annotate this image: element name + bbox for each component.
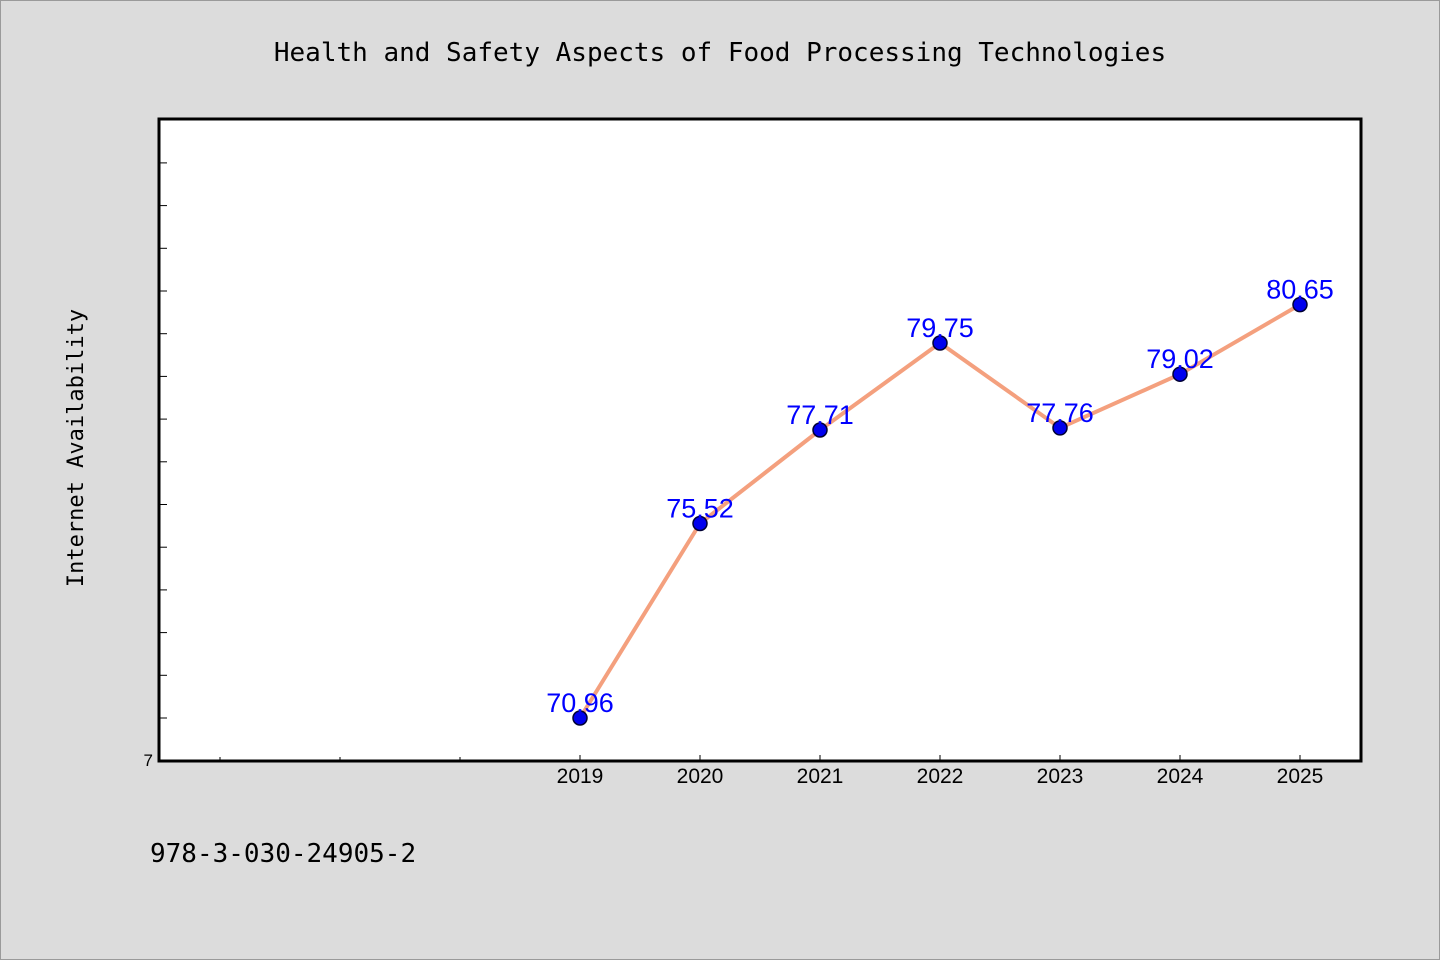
y-tick-label: 7: [144, 751, 153, 770]
data-label: 77.71: [786, 400, 854, 430]
x-tick-label: 2022: [917, 765, 964, 788]
x-tick-label: 2024: [1157, 765, 1204, 788]
x-tick-label: 2019: [557, 765, 604, 788]
data-point-marker: [932, 335, 948, 351]
x-tick-label: 2023: [1037, 765, 1084, 788]
series-markers: [572, 296, 1308, 726]
axis-ticks: [159, 162, 1301, 761]
footnote-isbn: 978-3-030-24905-2: [150, 839, 416, 869]
data-label: 70.96: [546, 688, 614, 718]
data-point-marker: [1292, 296, 1308, 313]
data-label: 77.76: [1026, 398, 1094, 428]
x-tick-label: 2021: [797, 765, 844, 788]
data-label: 79.75: [906, 313, 974, 343]
data-point-marker: [1172, 366, 1188, 382]
y-axis-label: Internet Availability: [64, 309, 89, 587]
data-point-marker: [1052, 420, 1068, 436]
data-point-marker: [692, 515, 708, 532]
data-label: 75.52: [666, 494, 734, 524]
x-tick-label: 2025: [1277, 765, 1324, 788]
data-label: 80.65: [1266, 275, 1334, 305]
data-label: 79.02: [1146, 344, 1214, 374]
chart-title: Health and Safety Aspects of Food Proces…: [274, 38, 1166, 68]
x-tick-labels: 2019 2020 2021 2022 2023 2024 2025: [557, 765, 1324, 788]
plot-area: [157, 117, 1363, 763]
x-tick-label: 2020: [677, 765, 724, 788]
data-labels: 70.96 75.52 77.71 79.75 77.76 79.02 80.65: [546, 275, 1334, 718]
data-point-marker: [812, 422, 828, 438]
data-point-marker: [572, 710, 588, 726]
